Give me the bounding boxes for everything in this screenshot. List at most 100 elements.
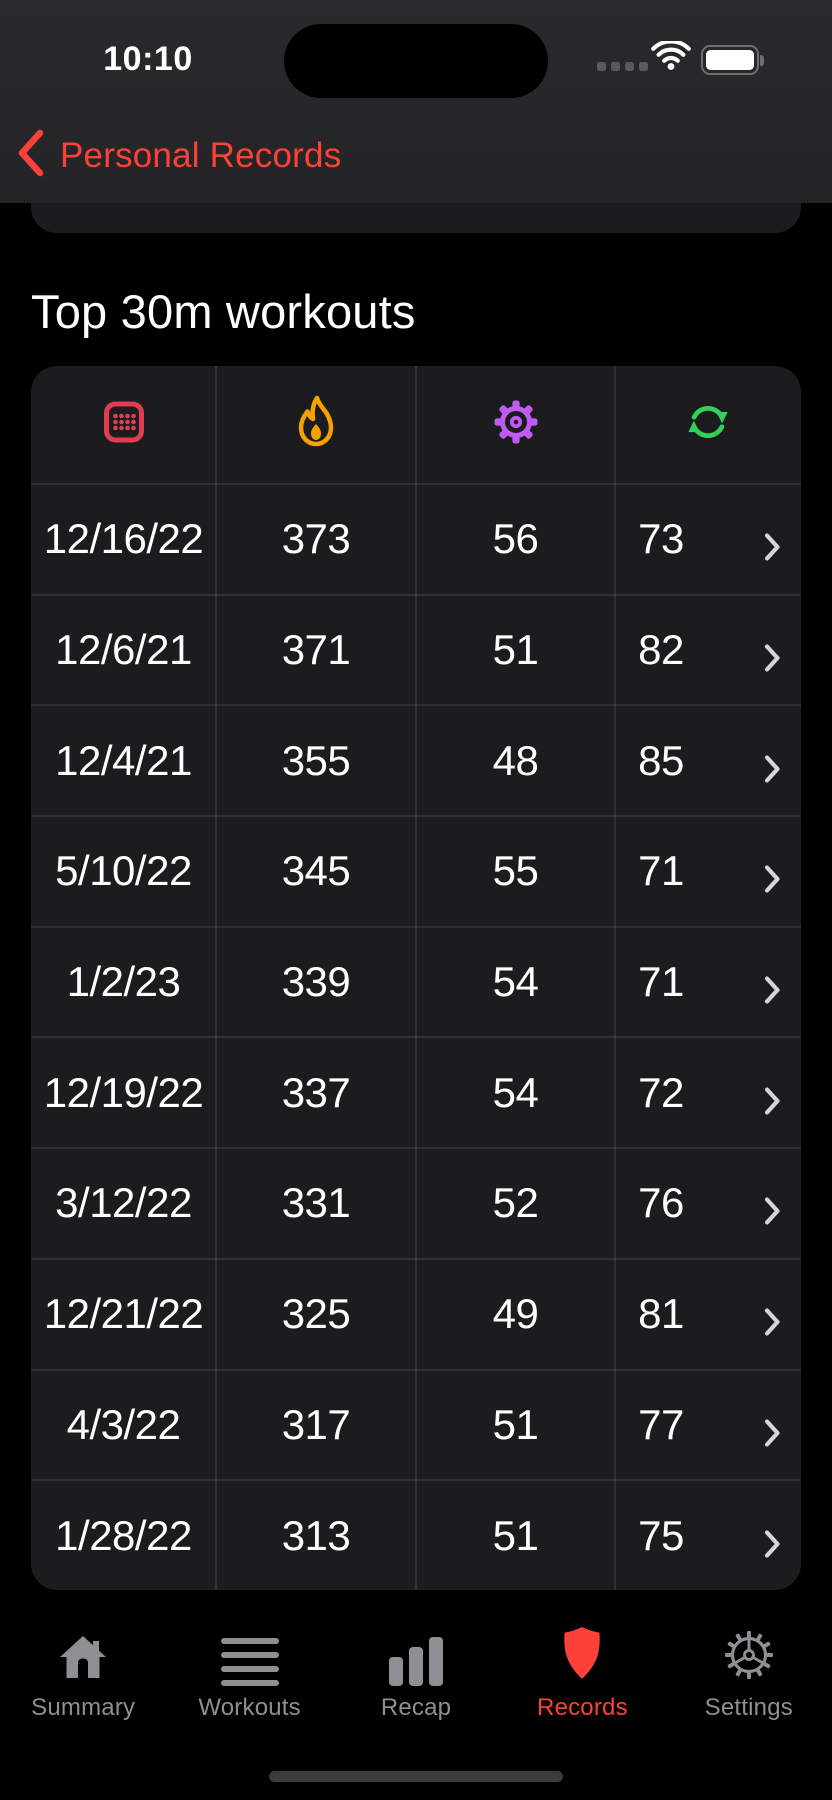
cell-value: 73	[638, 515, 684, 563]
cycle-arrows-icon	[685, 399, 731, 450]
cell-date: 12/16/22	[43, 515, 204, 563]
cell-value-with-disclosure: 76	[615, 1179, 801, 1227]
cell-value: 56	[492, 515, 539, 563]
tab-settings[interactable]: Settings	[666, 1629, 832, 1722]
cell-value: 77	[638, 1400, 684, 1448]
cell-value: 345	[281, 847, 351, 895]
cell-value: 331	[281, 1179, 351, 1227]
cell-value: 71	[638, 847, 684, 895]
section-heading: Top 30m workouts	[31, 285, 416, 338]
cell-value: 49	[492, 1290, 539, 1338]
cell-value-with-disclosure: 81	[615, 1290, 801, 1338]
chevron-right-icon	[764, 856, 781, 904]
cell-value: 82	[638, 626, 684, 674]
column-divider	[415, 366, 417, 1590]
status-time: 10:10	[103, 40, 193, 78]
cell-value-with-disclosure: 82	[615, 626, 801, 674]
bar-chart-icon	[389, 1637, 443, 1686]
chevron-right-icon	[764, 635, 781, 683]
cell-date: 12/6/21	[55, 626, 192, 674]
cell-value: 81	[638, 1290, 684, 1338]
cell-value: 51	[492, 1400, 539, 1448]
cell-value: 54	[492, 1068, 539, 1116]
list-lines-icon	[220, 1637, 279, 1686]
cell-date: 12/19/22	[43, 1068, 204, 1116]
table-row[interactable]: 3/12/22 331 52 76	[31, 1147, 801, 1258]
tab-records[interactable]: Records	[499, 1627, 665, 1722]
cell-value: 54	[492, 958, 539, 1006]
cell-value: 76	[638, 1179, 684, 1227]
chevron-right-icon	[764, 1188, 781, 1236]
tab-label: Records	[537, 1694, 628, 1721]
top-workouts-table: 12/16/22 373 56 73 12/6/21 371 51 82	[31, 366, 801, 1590]
cell-value: 85	[638, 736, 684, 784]
chevron-right-icon	[764, 1299, 781, 1347]
table-row[interactable]: 5/10/22 345 55 71	[31, 815, 801, 926]
cell-value: 71	[638, 958, 684, 1006]
table-row[interactable]: 12/16/22 373 56 73	[31, 483, 801, 594]
chevron-right-icon	[764, 1521, 781, 1569]
table-row[interactable]: 12/21/22 325 49 81	[31, 1257, 801, 1369]
cell-value: 317	[281, 1400, 351, 1448]
tab-summary[interactable]: Summary	[0, 1632, 166, 1722]
column-header-sets	[416, 399, 615, 450]
cell-value: 373	[281, 515, 351, 563]
house-icon	[57, 1633, 109, 1686]
dynamic-island	[284, 24, 548, 98]
cell-value-with-disclosure: 75	[615, 1512, 801, 1560]
column-divider	[614, 366, 616, 1590]
cell-value-with-disclosure: 85	[615, 737, 801, 785]
cell-date: 12/21/22	[43, 1290, 204, 1338]
column-divider	[215, 366, 217, 1590]
tab-bar: Summary Workouts Recap Records	[0, 1627, 832, 1722]
chevron-right-icon	[764, 1078, 781, 1126]
table-header-row	[31, 366, 801, 483]
cell-date: 1/2/23	[66, 958, 181, 1006]
cell-value-with-disclosure: 71	[615, 847, 801, 895]
cell-value: 355	[281, 736, 351, 784]
cell-date: 4/3/22	[66, 1400, 181, 1448]
cell-date: 5/10/22	[55, 847, 192, 895]
table-row[interactable]: 1/2/23 339 54 71	[31, 925, 801, 1037]
cell-value: 339	[281, 958, 351, 1006]
table-row[interactable]: 1/28/22 313 51 75	[31, 1479, 801, 1590]
tab-label: Workouts	[198, 1694, 301, 1721]
cog-icon	[723, 1629, 775, 1686]
tab-label: Settings	[704, 1694, 793, 1721]
cellular-signal-icon	[597, 62, 648, 71]
chevron-right-icon	[764, 1410, 781, 1458]
cell-value: 48	[492, 736, 539, 784]
tab-workouts[interactable]: Workouts	[166, 1632, 332, 1722]
battery-icon	[701, 45, 764, 75]
column-header-date	[31, 399, 216, 450]
shield-icon	[559, 1625, 605, 1686]
table-row[interactable]: 12/4/21 355 48 85	[31, 704, 801, 815]
cell-date: 3/12/22	[55, 1179, 192, 1227]
back-button[interactable]: Personal Records	[16, 128, 341, 183]
cell-value: 75	[638, 1511, 684, 1559]
cell-value-with-disclosure: 72	[615, 1069, 801, 1117]
cell-value: 55	[492, 847, 539, 895]
cell-value-with-disclosure: 77	[615, 1401, 801, 1449]
cell-value-with-disclosure: 73	[615, 515, 801, 563]
column-header-reps	[615, 399, 801, 450]
nav-header: 10:10 Personal Records	[0, 0, 832, 203]
tab-recap[interactable]: Recap	[333, 1632, 499, 1722]
flame-icon	[293, 395, 339, 454]
cell-value: 371	[281, 626, 351, 674]
cell-value: 51	[492, 626, 539, 674]
gear-icon	[493, 399, 539, 450]
cell-value: 325	[281, 1290, 351, 1338]
calendar-icon	[103, 399, 145, 450]
table-row[interactable]: 12/6/21 371 51 82	[31, 593, 801, 705]
nav-back-title: Personal Records	[60, 135, 342, 175]
cell-value: 52	[492, 1179, 539, 1227]
scrolled-card-edge	[31, 203, 801, 233]
home-indicator[interactable]	[269, 1771, 563, 1782]
tab-label: Recap	[380, 1694, 452, 1721]
table-row[interactable]: 12/19/22 337 54 72	[31, 1036, 801, 1147]
chevron-left-icon	[16, 128, 44, 183]
cell-value: 51	[492, 1511, 539, 1559]
table-row[interactable]: 4/3/22 317 51 77	[31, 1368, 801, 1480]
